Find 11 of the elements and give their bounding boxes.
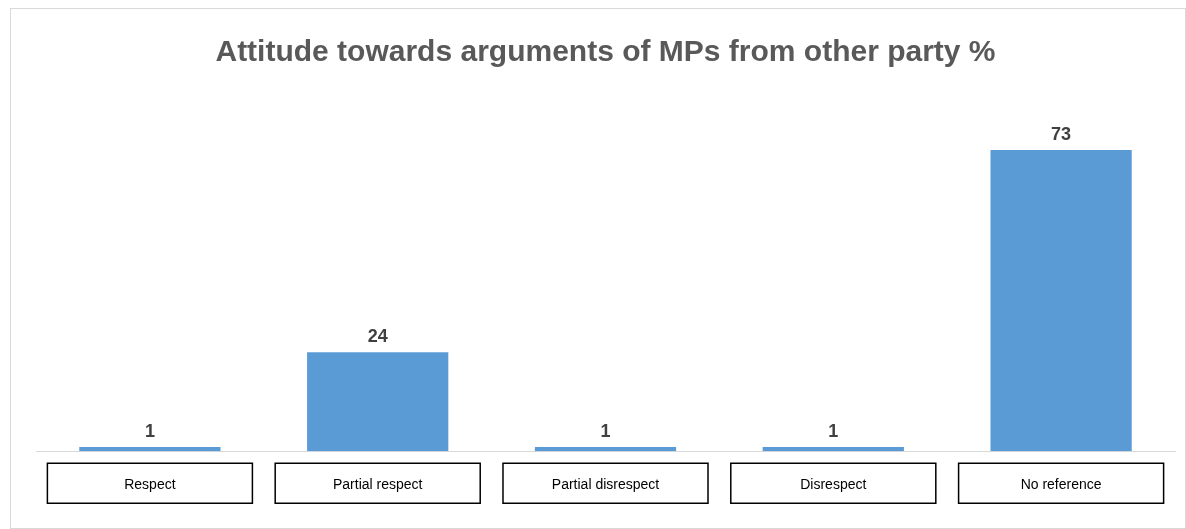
x-tick-label: Partial respect xyxy=(332,476,423,493)
x-tick-label: Partial disrespect xyxy=(551,476,660,493)
data-label: 1 xyxy=(600,421,611,442)
x-tick-label: Disrespect xyxy=(800,476,867,493)
data-label: 1 xyxy=(828,421,839,442)
data-label: 24 xyxy=(367,326,388,347)
chart-title: Attitude towards arguments of MPs from other party % xyxy=(215,34,996,68)
x-tick-label: No reference xyxy=(1020,476,1102,493)
data-label: 73 xyxy=(1051,123,1072,144)
data-label: 1 xyxy=(144,421,155,442)
x-tick-label: Respect xyxy=(124,476,176,493)
